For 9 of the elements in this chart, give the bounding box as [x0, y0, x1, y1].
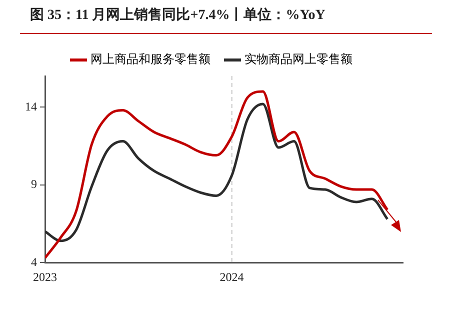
legend-label: 实物商品网上零售额	[244, 52, 352, 66]
legend-label: 网上商品和服务零售额	[90, 52, 210, 66]
y-tick-label: 4	[31, 254, 37, 269]
x-tick-label: 2023	[33, 270, 57, 284]
x-tick-label: 2024	[220, 270, 244, 284]
y-tick-label: 9	[31, 177, 37, 192]
y-tick-label: 14	[25, 99, 37, 114]
line-series	[45, 102, 389, 242]
chart-title: 图 35：11 月网上销售同比+7.4%丨单位：%YoY	[30, 6, 326, 24]
